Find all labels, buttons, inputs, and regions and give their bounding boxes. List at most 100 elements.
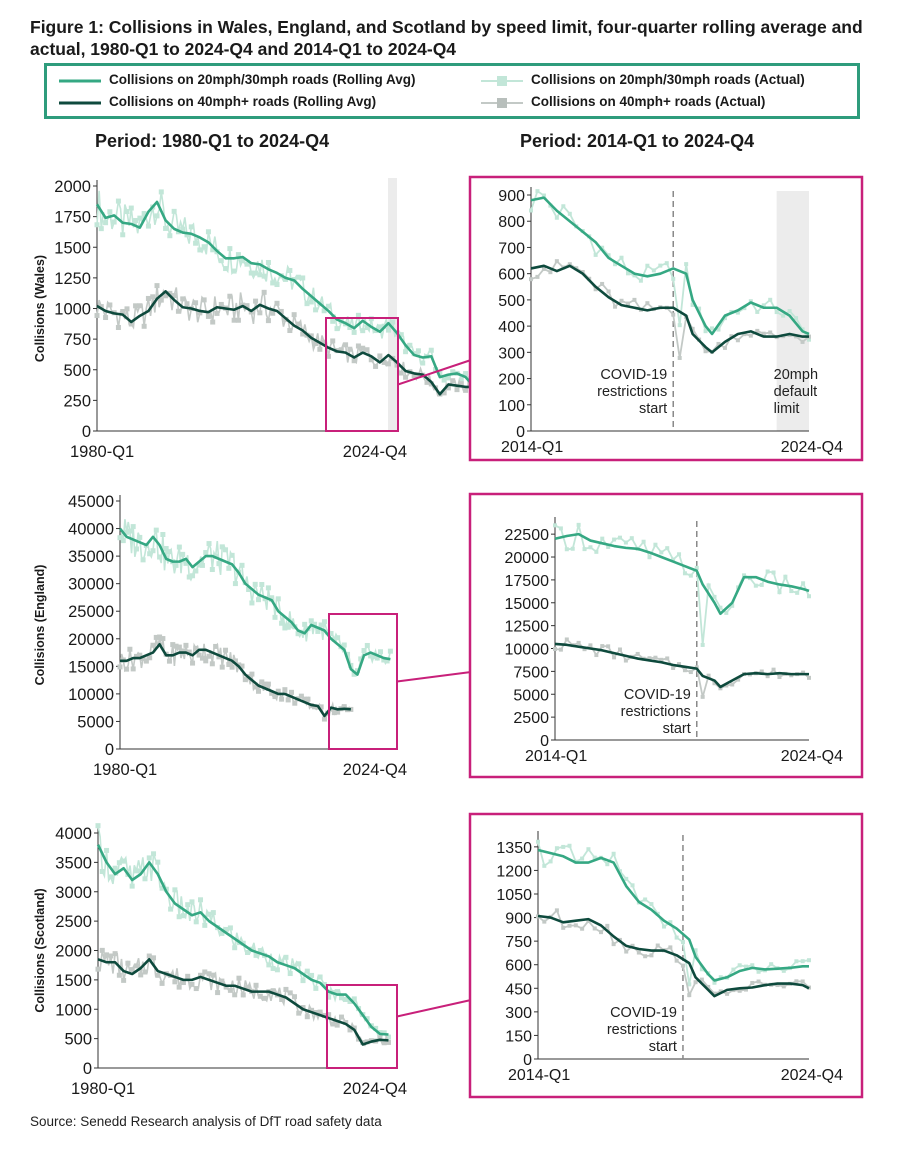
actual-point	[157, 554, 163, 560]
inset-actual-point	[761, 331, 766, 336]
inset-actual-point	[558, 526, 563, 531]
actual-point	[282, 687, 288, 693]
inset-actual-point	[554, 908, 559, 913]
y-tick-label: 1500	[54, 239, 91, 257]
actual-point	[272, 694, 278, 700]
actual-point	[330, 318, 336, 324]
actual-point	[167, 233, 173, 239]
actual-point	[285, 624, 291, 630]
limit-annotation-line1: 20mph	[774, 367, 818, 383]
actual-point	[180, 551, 186, 557]
inset-actual-point	[629, 536, 634, 541]
rolling-avg-series-rural	[120, 642, 351, 718]
actual-point	[172, 887, 178, 893]
actual-point	[253, 952, 259, 958]
inset-actual-point	[693, 980, 698, 985]
covid-annotation-line3: start	[663, 721, 691, 737]
inset-actual-point	[725, 991, 730, 996]
actual-point	[338, 1014, 344, 1020]
inset-actual-point	[697, 306, 702, 311]
actual-point	[463, 371, 469, 377]
actual-point	[326, 994, 332, 1000]
actual-point	[245, 950, 250, 956]
inset-actual-point	[807, 594, 811, 599]
inset-actual-point	[632, 273, 637, 278]
inset-actual-point	[731, 967, 736, 972]
x-tick-label-end: 2024-Q4	[343, 443, 407, 461]
actual-point	[347, 1027, 353, 1033]
inset-actual-point	[671, 312, 676, 317]
panel-main-scotland: 0 500 1000 1500 2000 2500 3000 3500 4000 Collisio…	[33, 823, 472, 1098]
inset-y-tick-label: 700	[498, 240, 525, 257]
actual-point	[279, 996, 285, 1002]
actual-point	[206, 911, 212, 917]
inset-actual-point	[567, 262, 572, 267]
actual-point	[296, 1010, 302, 1016]
inset-actual-point	[718, 989, 723, 994]
actual-point	[231, 268, 237, 274]
actual-point	[163, 546, 169, 552]
zoom-highlight-box	[325, 317, 399, 432]
actual-point	[124, 666, 130, 672]
actual-point	[210, 910, 216, 916]
zoom-connector-line	[397, 359, 472, 386]
actual-point	[377, 1035, 383, 1041]
legend-swatch-urban-avg	[59, 79, 101, 83]
actual-point	[108, 953, 114, 959]
inset-actual-point	[712, 594, 717, 599]
y-tick-label: 20000	[68, 631, 114, 649]
actual-point	[278, 308, 284, 314]
inset-actual-point	[710, 326, 715, 331]
actual-point	[445, 375, 451, 381]
inset-actual-point	[724, 610, 729, 615]
inset-y-tick-label: 800	[498, 214, 525, 231]
actual-point	[358, 656, 364, 662]
actual-point	[424, 379, 430, 385]
inset-actual-point	[630, 883, 635, 888]
actual-point	[381, 1030, 387, 1036]
inset-actual-point	[756, 979, 761, 984]
x-tick-label-start: 1980-Q1	[71, 1080, 135, 1098]
inset-actual-point	[665, 546, 670, 551]
y-tick-label: 40000	[68, 521, 114, 539]
actual-point	[137, 534, 143, 540]
inset-actual-point	[712, 980, 717, 985]
covid-annotation-line3: start	[649, 1039, 677, 1055]
inset-actual-point	[600, 536, 605, 541]
y-tick-label: 5000	[77, 713, 114, 731]
actual-point	[239, 562, 245, 568]
actual-point	[133, 653, 139, 659]
inset-actual-point	[736, 677, 741, 682]
inset-actual-point	[800, 959, 805, 964]
actual-point	[364, 347, 370, 353]
actual-point	[450, 378, 456, 384]
covid-annotation-line1: COVID-19	[610, 1005, 677, 1021]
actual-point	[321, 308, 327, 314]
inset-y-tick-label: 12500	[505, 619, 550, 636]
actual-point	[133, 303, 139, 309]
actual-point	[150, 548, 156, 554]
actual-point	[256, 688, 261, 694]
inset-actual-point	[800, 979, 805, 984]
actual-point	[265, 259, 271, 265]
actual-point	[257, 272, 263, 278]
y-tick-label: 4000	[55, 825, 92, 843]
actual-point	[140, 655, 146, 661]
inset-actual-point	[677, 323, 682, 328]
actual-point	[124, 209, 130, 215]
inset-actual-point	[613, 304, 618, 309]
actual-point	[103, 315, 109, 321]
y-tick-label: 0	[82, 423, 91, 441]
inset-actual-point	[662, 924, 667, 929]
inset-actual-point	[730, 682, 735, 687]
actual-point	[115, 324, 121, 330]
inset-actual-point	[570, 546, 575, 551]
actual-point	[304, 968, 310, 974]
actual-point	[308, 299, 314, 305]
y-tick-label: 3000	[55, 884, 92, 902]
actual-point	[298, 693, 304, 699]
inset-actual-point	[682, 571, 687, 576]
actual-point	[361, 648, 367, 654]
inset-actual-point	[561, 925, 566, 930]
shaded-period-band	[388, 178, 397, 431]
